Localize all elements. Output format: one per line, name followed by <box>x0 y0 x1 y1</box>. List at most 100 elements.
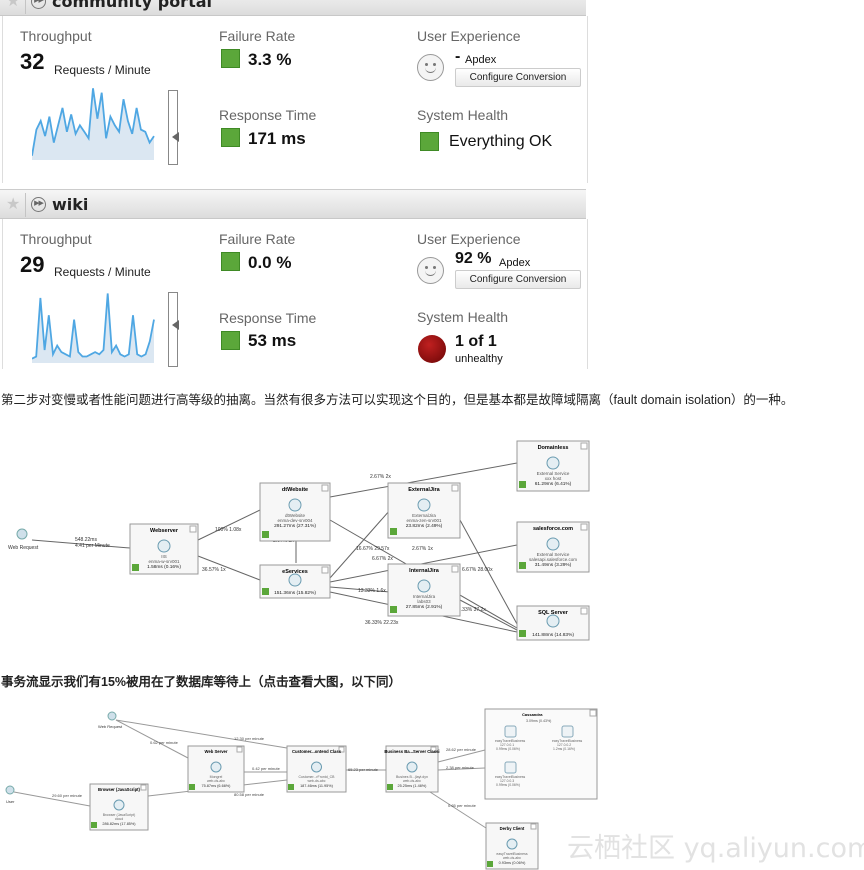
server-icon <box>210 761 222 773</box>
svg-text:Customer...rFrontd_CB: Customer...rFrontd_CB <box>299 775 336 779</box>
svg-text:Browser (JavaScript): Browser (JavaScript) <box>98 787 140 792</box>
sparkline-area <box>32 293 154 363</box>
configure-conversion-button[interactable]: Configure Conversion <box>455 270 581 289</box>
expand-icon[interactable]: ▶▶ <box>31 197 46 212</box>
throughput-value: 32 <box>20 49 45 74</box>
star-icon[interactable]: ★ <box>6 0 21 10</box>
failure-rate-label: Failure Rate <box>219 28 296 44</box>
system-health-label: System Health <box>417 107 509 123</box>
flow-node[interactable]: Derby Client easyTravelBusinessweb-ds-abc… <box>485 822 539 870</box>
edge-label: 65.23 per minute <box>348 767 379 772</box>
flow-node[interactable]: Customer...ontend Class Customer...rFront… <box>286 745 347 793</box>
flow-node[interactable]: salesforce.com External Servicesalesapi.s… <box>516 521 590 573</box>
flow-node[interactable]: ExternalJiraExternalJiraenma-zen-srv0012… <box>387 482 461 539</box>
svg-text:web-ds-abc: web-ds-abc <box>503 856 521 860</box>
svg-text:Business Ba...Server Classi: Business Ba...Server Classi <box>384 749 439 754</box>
svg-text:Browser (JavaScript): Browser (JavaScript) <box>103 813 135 817</box>
status-square-icon <box>390 528 397 535</box>
edge-label: 36.33% 22.23x <box>365 620 399 626</box>
star-icon[interactable]: ★ <box>6 196 21 213</box>
svg-text:easyTravelBusiness: easyTravelBusiness <box>496 852 527 856</box>
edge-label: 0.42 per minute <box>252 766 281 771</box>
web-request-node: Web Request <box>8 528 39 551</box>
sparkline-line <box>32 293 155 360</box>
edge-label: 4.41 per Minute <box>75 543 110 549</box>
status-square-icon <box>262 588 269 595</box>
svg-text:187.46ms (11.95%): 187.46ms (11.95%) <box>300 784 334 788</box>
svg-text:easyTravelBusiness: easyTravelBusiness <box>552 739 583 743</box>
system-health-status: unhealthy <box>455 353 503 365</box>
svg-text:ExternalJira: ExternalJira <box>408 487 440 493</box>
panel-title[interactable]: wiki <box>52 195 89 214</box>
svg-text:151.36ms (15.82%): 151.36ms (15.82%) <box>274 590 316 596</box>
status-square-icon <box>288 784 294 790</box>
svg-text:salesforce.com: salesforce.com <box>533 526 573 532</box>
svg-text:127.0.0.2: 127.0.0.2 <box>557 743 571 747</box>
status-square-icon <box>221 128 240 147</box>
slider-handle-icon[interactable] <box>172 132 179 142</box>
throughput-label: Throughput <box>20 231 92 247</box>
smiley-icon <box>417 257 444 284</box>
transaction-flow-diagram-1[interactable]: 548.22ms 4.41 per Minute 100% 1.08x 36.5… <box>0 433 864 653</box>
response-time-value: 171 ms <box>248 129 306 148</box>
svg-text:23.82ms (2.49%): 23.82ms (2.49%) <box>406 523 443 529</box>
server-icon <box>288 498 302 512</box>
svg-text:salesapi.salesforce.com: salesapi.salesforce.com <box>529 557 577 562</box>
svg-text:enma-dev-srv004: enma-dev-srv004 <box>277 518 313 523</box>
svg-text:web-ds-abc: web-ds-abc <box>403 779 421 783</box>
panel-header-community-portal: ★ ▶▶ community portal <box>0 0 586 16</box>
flow-node[interactable]: Business Ba...Server Classi Busines B...(… <box>384 745 440 793</box>
status-square-icon <box>91 822 97 828</box>
svg-text:127.0.0.1: 127.0.0.1 <box>500 743 514 747</box>
response-time-label: Response Time <box>219 107 317 123</box>
flow-node[interactable]: dtWebsitedtWebsiteenma-dev-srv004291.27m… <box>259 482 331 542</box>
edge-label: 548.22ms <box>75 537 97 543</box>
svg-text:Customer...ontend Class: Customer...ontend Class <box>292 749 342 754</box>
svg-text:cloud: cloud <box>115 817 123 821</box>
system-health-label: System Health <box>417 309 509 325</box>
user-experience-label: User Experience <box>417 28 521 44</box>
status-square-icon <box>221 252 240 271</box>
panel-title[interactable]: community portal <box>52 0 212 11</box>
svg-text:Web Request: Web Request <box>98 724 123 729</box>
status-square-icon <box>221 49 240 68</box>
svg-text:1.2ms (0.16%): 1.2ms (0.16%) <box>553 747 575 751</box>
svg-text:InternalJira: InternalJira <box>409 568 440 574</box>
cassandra-group[interactable]: Cassandra 3.09ms (0.43%) easyTravelBusin… <box>484 708 598 800</box>
svg-text:enma-zen-srv001: enma-zen-srv001 <box>406 518 442 523</box>
flow-node[interactable]: SQL Server 141.88ms (14.83%) <box>516 605 590 641</box>
divider <box>25 0 26 14</box>
expand-icon[interactable]: ▶▶ <box>31 0 46 9</box>
edge-labels: 0.62 per minute 12.30 per minute 0.42 pe… <box>52 736 477 808</box>
svg-text:labs03: labs03 <box>417 599 431 604</box>
divider <box>25 193 26 217</box>
svg-text:DomainIess: DomainIess <box>538 445 569 451</box>
edge-label: 80.58 per minute <box>234 792 265 797</box>
svg-text:31.49ms (3.29%): 31.49ms (3.29%) <box>535 562 572 568</box>
slider-handle-icon[interactable] <box>172 320 179 330</box>
time-slider[interactable] <box>168 90 178 165</box>
flow-node[interactable]: Browser (JavaScript) Browser (JavaScript)… <box>89 783 149 831</box>
sparkline-line <box>32 88 155 156</box>
throughput-value: 29 <box>20 252 45 277</box>
edge-label: 28.62 per minute <box>446 747 477 752</box>
response-time-value: 53 ms <box>248 331 297 350</box>
svg-text:External Service: External Service <box>537 471 570 476</box>
panel-header-wiki: ★ ▶▶ wiki <box>0 189 586 219</box>
status-square-icon <box>132 564 139 571</box>
svg-text:web-ds-abc: web-ds-abc <box>207 779 225 783</box>
configure-conversion-button[interactable]: Configure Conversion <box>455 68 581 87</box>
svg-text:0.99ms (0.06%): 0.99ms (0.06%) <box>496 747 520 751</box>
flow-node[interactable]: eServices 151.36ms (15.82%) <box>259 564 331 599</box>
panel-community-portal: Throughput 32 Requests / Minute Failure … <box>2 16 588 183</box>
transaction-flow-diagram-2[interactable]: 0.62 per minute 12.30 per minute 0.42 pe… <box>0 700 864 870</box>
server-icon <box>546 456 560 470</box>
server-icon <box>406 761 418 773</box>
svg-text:25.25ms (1.46%): 25.25ms (1.46%) <box>398 784 428 788</box>
edge-label: 0.65 per minute <box>448 803 477 808</box>
edge-label: 36.57% 1x <box>202 567 226 573</box>
